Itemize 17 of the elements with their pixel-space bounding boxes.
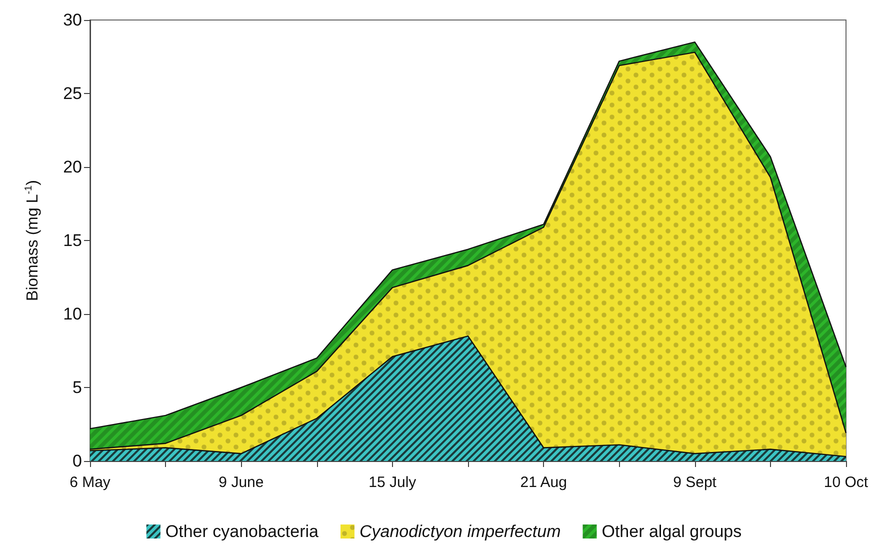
- y-axis-title: Biomass (mg L-1): [24, 180, 42, 301]
- legend-label: Cyanodictyon imperfectum: [359, 522, 561, 541]
- x-tick-label: 9 June: [218, 474, 264, 491]
- y-tick-label: 5: [72, 378, 82, 397]
- x-tick-label: 9 Sept: [673, 474, 718, 491]
- x-tick-label: 6 May: [70, 474, 111, 491]
- x-tick-label: 10 Oct: [824, 474, 869, 491]
- x-tick-label: 15 July: [368, 474, 417, 491]
- y-tick-label: 15: [63, 231, 82, 250]
- y-tick-label: 30: [63, 10, 82, 30]
- y-tick-label: 10: [63, 304, 82, 324]
- y-tick-label: 25: [63, 84, 82, 103]
- legend-label: Other algal groups: [602, 522, 742, 541]
- y-tick-label: 0: [72, 452, 82, 470]
- y-tick-label: 20: [63, 158, 82, 176]
- x-tick-label: 21 Aug: [520, 474, 567, 491]
- legend-label: Other cyanobacteria: [165, 522, 320, 541]
